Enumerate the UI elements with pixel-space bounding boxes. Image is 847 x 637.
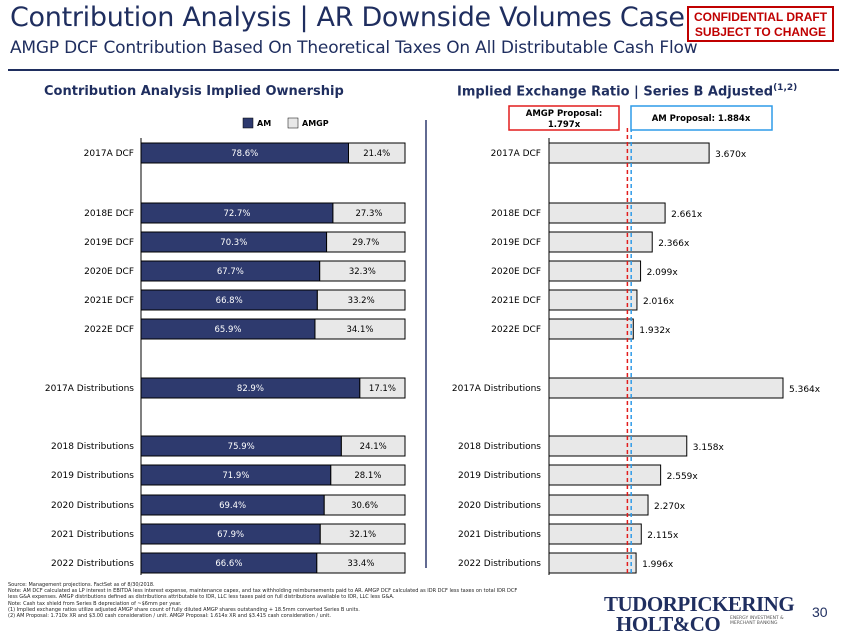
bar-label-am: 78.6% <box>231 149 258 159</box>
bar-label-amgp: 29.7% <box>352 238 379 248</box>
bar-label-am: 72.7% <box>223 209 250 219</box>
legend-swatch-amgp <box>288 118 298 128</box>
bar-label-am: 67.7% <box>217 267 244 277</box>
bar-label-amgp: 32.3% <box>349 267 376 277</box>
right-category-label: 2018 Distributions <box>458 442 541 452</box>
bar-label-exchange-ratio: 2.115x <box>647 531 679 541</box>
left-category-label: 2022E DCF <box>84 325 134 335</box>
footnote-line: (2) AM Proposal: 1.710x XR and $3.00 cas… <box>8 613 598 619</box>
amgp-proposal-value: 1.797x <box>548 120 581 130</box>
page-number: 30 <box>812 604 828 620</box>
right-category-label: 2022 Distributions <box>458 559 541 569</box>
bar-exchange-ratio <box>549 465 661 485</box>
bar-label-exchange-ratio: 3.670x <box>715 150 747 160</box>
left-category-label: 2021 Distributions <box>51 530 134 540</box>
legend-label-amgp: AMGP <box>302 119 329 128</box>
bar-label-amgp: 17.1% <box>369 384 396 394</box>
right-category-label: 2020E DCF <box>491 267 541 277</box>
bar-exchange-ratio <box>549 319 633 339</box>
bar-label-exchange-ratio: 2.661x <box>671 210 703 220</box>
bar-exchange-ratio <box>549 378 783 398</box>
bar-label-exchange-ratio: 3.158x <box>693 443 725 453</box>
bar-label-exchange-ratio: 2.099x <box>647 268 679 278</box>
bar-label-am: 82.9% <box>237 384 264 394</box>
bar-label-amgp: 28.1% <box>354 471 381 481</box>
footnotes: Source: Management projections. FactSet … <box>8 582 598 619</box>
company-logo: TUDORPICKERING HOLT&CO ENERGY INVESTMENT… <box>604 592 784 632</box>
left-category-label: 2018 Distributions <box>51 442 134 452</box>
right-category-label: 2020 Distributions <box>458 501 541 511</box>
bar-label-exchange-ratio: 1.996x <box>642 560 674 570</box>
right-category-label: 2019 Distributions <box>458 471 541 481</box>
bar-exchange-ratio <box>549 232 652 252</box>
bar-label-am: 67.9% <box>217 530 244 540</box>
right-category-label: 2022E DCF <box>491 325 541 335</box>
left-category-label: 2022 Distributions <box>51 559 134 569</box>
left-category-label: 2020 Distributions <box>51 501 134 511</box>
contribution-charts: AM AMGP 2017A DCF 78.6% 21.4% 2018E DCF 72.7% 2… <box>0 0 847 590</box>
amgp-proposal-label: AMGP Proposal: <box>526 109 603 119</box>
bar-label-amgp: 33.4% <box>347 559 374 569</box>
bar-label-amgp: 33.2% <box>348 296 375 306</box>
bar-label-exchange-ratio: 2.366x <box>658 239 690 249</box>
bar-exchange-ratio <box>549 553 636 573</box>
left-category-label: 2018E DCF <box>84 209 134 219</box>
bar-label-amgp: 24.1% <box>360 442 387 452</box>
bar-label-am: 75.9% <box>228 442 255 452</box>
legend-label-am: AM <box>257 119 271 128</box>
bar-label-exchange-ratio: 2.016x <box>643 297 675 307</box>
legend-swatch-am <box>243 118 253 128</box>
logo-tagline: ENERGY INVESTMENT & MERCHANT BANKING <box>730 616 790 626</box>
bar-exchange-ratio <box>549 203 665 223</box>
bar-label-amgp: 34.1% <box>346 325 373 335</box>
right-category-label: 2017A DCF <box>491 149 541 159</box>
bar-label-amgp: 30.6% <box>351 501 378 511</box>
left-category-label: 2019E DCF <box>84 238 134 248</box>
bar-label-amgp: 32.1% <box>349 530 376 540</box>
bar-label-amgp: 21.4% <box>363 149 390 159</box>
bar-label-am: 71.9% <box>222 471 249 481</box>
bar-label-am: 70.3% <box>220 238 247 248</box>
left-category-label: 2021E DCF <box>84 296 134 306</box>
bar-label-am: 66.8% <box>216 296 243 306</box>
bar-label-amgp: 27.3% <box>355 209 382 219</box>
bar-label-exchange-ratio: 2.559x <box>667 472 699 482</box>
bar-label-exchange-ratio: 1.932x <box>639 326 671 336</box>
right-category-label: 2021E DCF <box>491 296 541 306</box>
left-category-label: 2019 Distributions <box>51 471 134 481</box>
bar-label-exchange-ratio: 5.364x <box>789 385 821 395</box>
bar-exchange-ratio <box>549 290 637 310</box>
bar-exchange-ratio <box>549 495 648 515</box>
right-category-label: 2021 Distributions <box>458 530 541 540</box>
logo-line-2: HOLT&CO <box>616 612 720 637</box>
bar-label-am: 65.9% <box>214 325 241 335</box>
right-category-label: 2017A Distributions <box>452 384 541 394</box>
bar-exchange-ratio <box>549 436 687 456</box>
bar-label-am: 66.6% <box>215 559 242 569</box>
right-category-label: 2018E DCF <box>491 209 541 219</box>
am-proposal-label: AM Proposal: 1.884x <box>652 114 751 124</box>
bar-label-exchange-ratio: 2.270x <box>654 502 686 512</box>
right-category-label: 2019E DCF <box>491 238 541 248</box>
left-category-label: 2017A DCF <box>84 149 134 159</box>
bar-exchange-ratio <box>549 143 709 163</box>
left-category-label: 2017A Distributions <box>45 384 134 394</box>
left-category-label: 2020E DCF <box>84 267 134 277</box>
bar-label-am: 69.4% <box>219 501 246 511</box>
